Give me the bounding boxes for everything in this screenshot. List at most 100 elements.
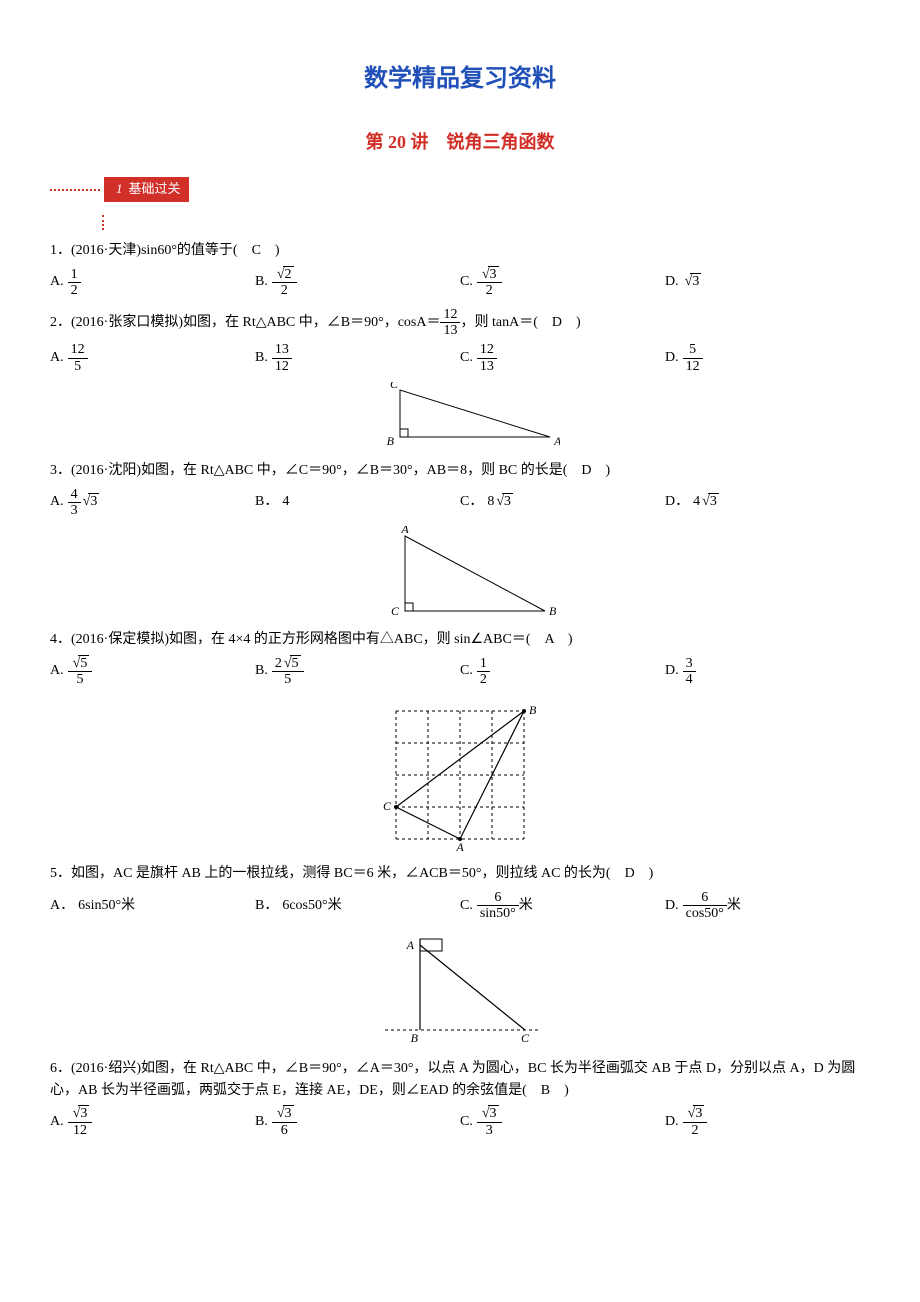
fraction: 312 xyxy=(68,1106,93,1138)
question-5: 5．如图，AC 是旗杆 AB 上的一根拉线，测得 BC＝6 米，∠ACB＝50°… xyxy=(50,863,870,885)
denominator: 12 xyxy=(272,359,292,374)
numerator: 3 xyxy=(683,1106,708,1122)
q5-opt-c: C.6sin50°米 xyxy=(460,890,665,922)
opt-text: 6cos50°米 xyxy=(282,895,341,917)
q2-opt-c: C.1213 xyxy=(460,342,665,374)
q3-opt-c: C．83 xyxy=(460,487,665,519)
numerator: 13 xyxy=(272,342,292,358)
opt-label: C. xyxy=(460,895,473,917)
svg-text:C: C xyxy=(521,1031,530,1045)
fraction: 1213 xyxy=(440,307,460,339)
q4-opt-a: A.55 xyxy=(50,656,255,688)
numerator: 1 xyxy=(477,656,490,672)
fraction: 6sin50° xyxy=(477,890,519,922)
opt-label: C. xyxy=(460,1111,473,1133)
fraction: 22 xyxy=(272,267,297,299)
sqrt: 3 xyxy=(480,1106,499,1121)
opt-label: A． xyxy=(50,895,74,917)
radicand: 3 xyxy=(708,493,719,509)
opt-label: C. xyxy=(460,271,473,293)
opt-label: A. xyxy=(50,491,64,513)
q1-opt-d: D.3 xyxy=(665,267,870,299)
sqrt: 2 xyxy=(275,267,294,282)
denominator: cos50° xyxy=(683,906,727,921)
svg-text:C: C xyxy=(383,799,392,813)
question-2: 2．(2016·张家口模拟)如图，在 Rt△ABC 中，∠B＝90°，cosA＝… xyxy=(50,307,870,339)
level-badge: 1基础过关 xyxy=(104,177,189,202)
denominator: 12 xyxy=(683,359,703,374)
fraction: 12 xyxy=(477,656,490,688)
numerator: 3 xyxy=(683,656,696,672)
suffix: 米 xyxy=(727,895,741,917)
opt-label: B． xyxy=(255,895,278,917)
q5-stem: 5．如图，AC 是旗杆 AB 上的一根拉线，测得 BC＝6 米，∠ACB＝50°… xyxy=(50,866,653,881)
opt-label: A. xyxy=(50,271,64,293)
q6-opt-a: A.312 xyxy=(50,1106,255,1138)
svg-text:C: C xyxy=(391,604,400,618)
q6-opt-b: B.36 xyxy=(255,1106,460,1138)
q2-opt-b: B.1312 xyxy=(255,342,460,374)
opt-label: A. xyxy=(50,347,64,369)
numerator: 12 xyxy=(440,307,460,323)
numerator: 12 xyxy=(68,342,88,358)
q4-stem: 4．(2016·保定模拟)如图，在 4×4 的正方形网格图中有△ABC，则 si… xyxy=(50,632,573,647)
svg-text:A: A xyxy=(553,434,560,448)
opt-label: D. xyxy=(665,347,679,369)
q4-options: A.55 B.255 C.12 D.34 xyxy=(50,656,870,688)
opt-label: D. xyxy=(665,271,679,293)
q4-figure: BCA xyxy=(50,695,870,855)
numerator: 6 xyxy=(477,890,519,906)
sqrt: 5 xyxy=(282,656,301,671)
numerator: 5 xyxy=(683,342,703,358)
opt-label: C. xyxy=(460,347,473,369)
q5-figure: ABC xyxy=(50,930,870,1050)
q3-opt-d: D．43 xyxy=(665,487,870,519)
q6-opt-d: D.32 xyxy=(665,1106,870,1138)
sqrt: 3 xyxy=(700,491,719,513)
sqrt: 3 xyxy=(686,1106,705,1121)
question-3: 3．(2016·沈阳)如图，在 Rt△ABC 中，∠C＝90°，∠B＝30°，A… xyxy=(50,460,870,482)
coef: 8 xyxy=(487,491,494,513)
fraction: 1312 xyxy=(272,342,292,374)
q4-opt-d: D.34 xyxy=(665,656,870,688)
opt-label: D. xyxy=(665,895,679,917)
badge-lead-dots xyxy=(50,189,100,191)
badge-tail-dots xyxy=(102,215,104,230)
radicand: 3 xyxy=(502,493,513,509)
fraction: 125 xyxy=(68,342,88,374)
badge-tail-wrap xyxy=(100,212,870,234)
fraction: 32 xyxy=(683,1106,708,1138)
fraction: 512 xyxy=(683,342,703,374)
sqrt: 5 xyxy=(71,656,90,671)
fraction: 32 xyxy=(477,267,502,299)
sqrt: 3 xyxy=(81,491,100,513)
fraction: 1213 xyxy=(477,342,497,374)
radicand: 2 xyxy=(283,266,294,282)
denominator: 13 xyxy=(440,323,460,338)
q2-options: A.125 B.1312 C.1213 D.512 xyxy=(50,342,870,374)
radicand: 3 xyxy=(693,1105,704,1121)
sqrt: 3 xyxy=(494,491,513,513)
q3-figure: ACB xyxy=(50,526,870,621)
coef: 4 xyxy=(693,491,700,513)
numerator: 2 xyxy=(272,267,297,283)
fraction: 36 xyxy=(272,1106,297,1138)
fraction: 43 xyxy=(68,487,81,519)
opt-label: A. xyxy=(50,660,64,682)
radicand: 3 xyxy=(88,493,99,509)
opt-label: D. xyxy=(665,660,679,682)
opt-text: 6sin50°米 xyxy=(78,895,135,917)
svg-text:B: B xyxy=(387,434,395,448)
coef: 2 xyxy=(275,656,282,671)
opt-label: B. xyxy=(255,347,268,369)
page-title: 数学精品复习资料 xyxy=(50,60,870,98)
opt-label: D． xyxy=(665,491,689,513)
numerator: 12 xyxy=(477,342,497,358)
denominator: 12 xyxy=(68,1123,93,1138)
denominator: 2 xyxy=(477,283,502,298)
fraction: 6cos50° xyxy=(683,890,727,922)
fraction: 34 xyxy=(683,656,696,688)
badge-label: 基础过关 xyxy=(129,181,181,196)
q1-opt-c: C.32 xyxy=(460,267,665,299)
q4-opt-b: B.255 xyxy=(255,656,460,688)
